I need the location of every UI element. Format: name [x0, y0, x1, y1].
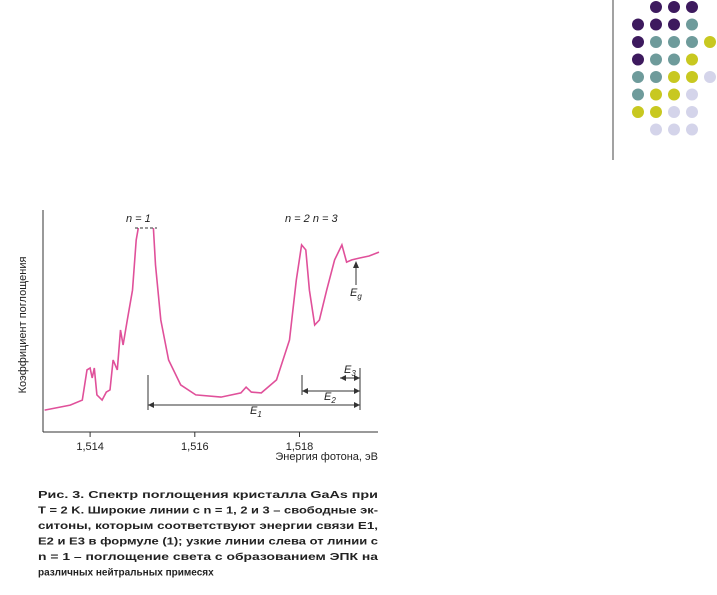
- annotation-subscript: 2: [330, 396, 336, 405]
- annotation: Eg: [350, 287, 362, 301]
- annotation: E1: [250, 405, 262, 419]
- dot: [632, 36, 644, 48]
- y-axis-label: Коэффициент поглощения: [17, 257, 29, 394]
- arrowhead: [354, 402, 360, 408]
- dot: [650, 123, 662, 136]
- dot: [668, 106, 680, 118]
- annotation: n = 1: [126, 213, 151, 225]
- dot: [686, 88, 698, 101]
- dot: [668, 1, 680, 13]
- dot: [686, 18, 698, 31]
- caption-line: E2 и E3 в формуле (1); узкие линии слева…: [38, 536, 379, 548]
- caption-line: различных нейтральных примесях: [38, 568, 214, 579]
- dot: [668, 53, 680, 66]
- dot: [668, 18, 680, 31]
- annotation-symbol: E: [344, 364, 352, 376]
- arrowhead: [353, 261, 359, 268]
- dot: [632, 106, 644, 118]
- dot: [686, 71, 698, 83]
- dot: [632, 53, 644, 66]
- arrowhead: [148, 402, 154, 408]
- annotation-subscript: g: [357, 292, 362, 301]
- dot: [704, 71, 716, 83]
- caption-line: Рис. 3. Спектр поглощения кристалла GaAs…: [38, 490, 378, 501]
- x-axis-label: Энергия фотона, эВ: [275, 451, 378, 463]
- dot: [650, 1, 662, 13]
- dot: [650, 18, 662, 31]
- dot: [668, 88, 680, 101]
- spectrum-line: [44, 227, 380, 411]
- annotation-subscript: 1: [257, 410, 261, 419]
- dot: [704, 36, 716, 48]
- dot: [686, 106, 698, 118]
- x-tick-label: 1,516: [181, 441, 209, 453]
- dot: [632, 71, 644, 83]
- arrowhead: [354, 388, 360, 394]
- dot: [668, 71, 680, 83]
- caption-line: T = 2 K. Широкие линии с n = 1, 2 и 3 – …: [38, 505, 378, 517]
- dot: [668, 123, 680, 136]
- arrowhead: [354, 375, 360, 381]
- dot: [632, 88, 644, 101]
- annotation-symbol: E: [324, 391, 332, 403]
- dot: [650, 88, 662, 101]
- dot: [686, 1, 698, 13]
- decoration-dots: [632, 1, 716, 136]
- caption-line: ситоны, которым соответствуют энергии св…: [38, 521, 378, 532]
- annotation-symbol: E: [250, 405, 258, 417]
- dot: [668, 36, 680, 48]
- annotation: n = 2 n = 3: [285, 213, 338, 225]
- dot: [650, 36, 662, 48]
- annotation-symbol: E: [350, 287, 358, 299]
- x-tick-label: 1,514: [76, 441, 104, 453]
- dot: [650, 71, 662, 83]
- annotation-subscript: 3: [351, 369, 356, 378]
- annotation: E2: [324, 391, 336, 405]
- dot: [686, 123, 698, 136]
- x-tick-label: 1,518: [286, 441, 314, 453]
- dot: [650, 53, 662, 66]
- caption-line: n = 1 – поглощение света с образованием …: [38, 551, 379, 563]
- dot: [686, 53, 698, 66]
- annotation: E3: [344, 364, 356, 378]
- dot: [632, 18, 644, 31]
- arrowhead: [302, 388, 308, 394]
- dot: [650, 106, 662, 118]
- arrowhead: [340, 375, 346, 381]
- dot: [686, 36, 698, 48]
